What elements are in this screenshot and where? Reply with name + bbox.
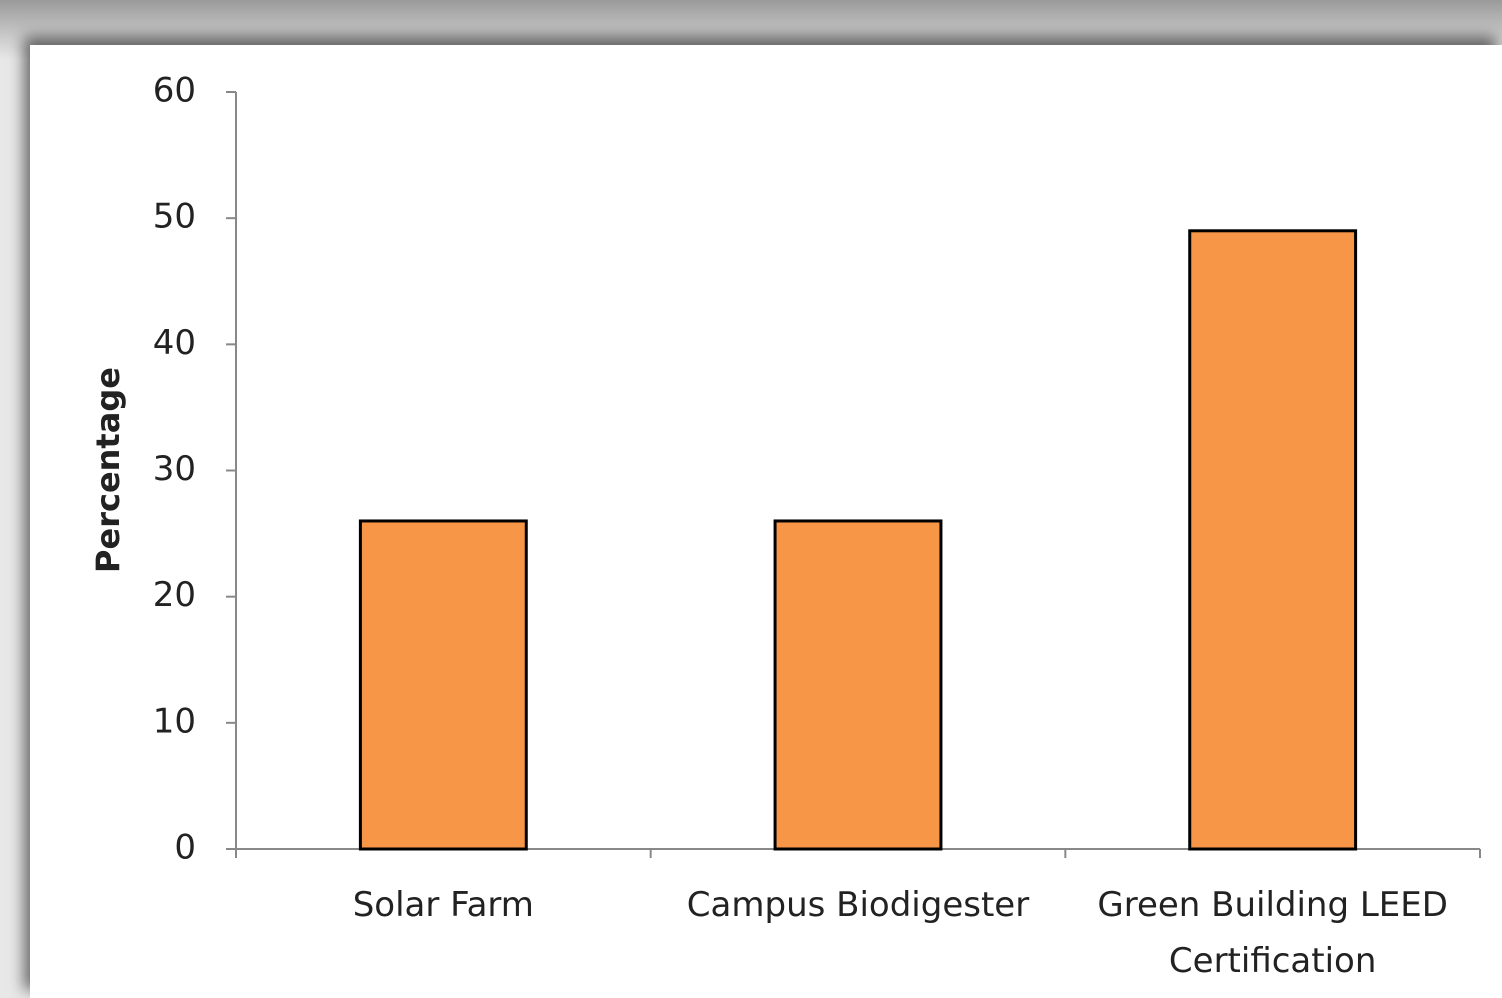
x-tick-label: Green Building LEED Certification — [1097, 885, 1448, 981]
y-tick-label: 30 — [153, 449, 196, 489]
bar — [1188, 229, 1358, 851]
bar — [358, 519, 528, 851]
y-axis-label: Percentage — [89, 367, 127, 573]
x-tick-label: Campus Biodigester — [686, 885, 1030, 925]
y-tick-label: 10 — [153, 701, 196, 741]
x-tick-label: Solar Farm — [352, 885, 534, 925]
y-tick-label: 60 — [153, 71, 196, 111]
bar — [773, 519, 943, 851]
y-tick-label: 50 — [153, 197, 196, 237]
y-tick-label: 40 — [153, 323, 196, 363]
y-tick-label: 20 — [153, 575, 196, 615]
y-tick-label: 0 — [174, 828, 196, 868]
